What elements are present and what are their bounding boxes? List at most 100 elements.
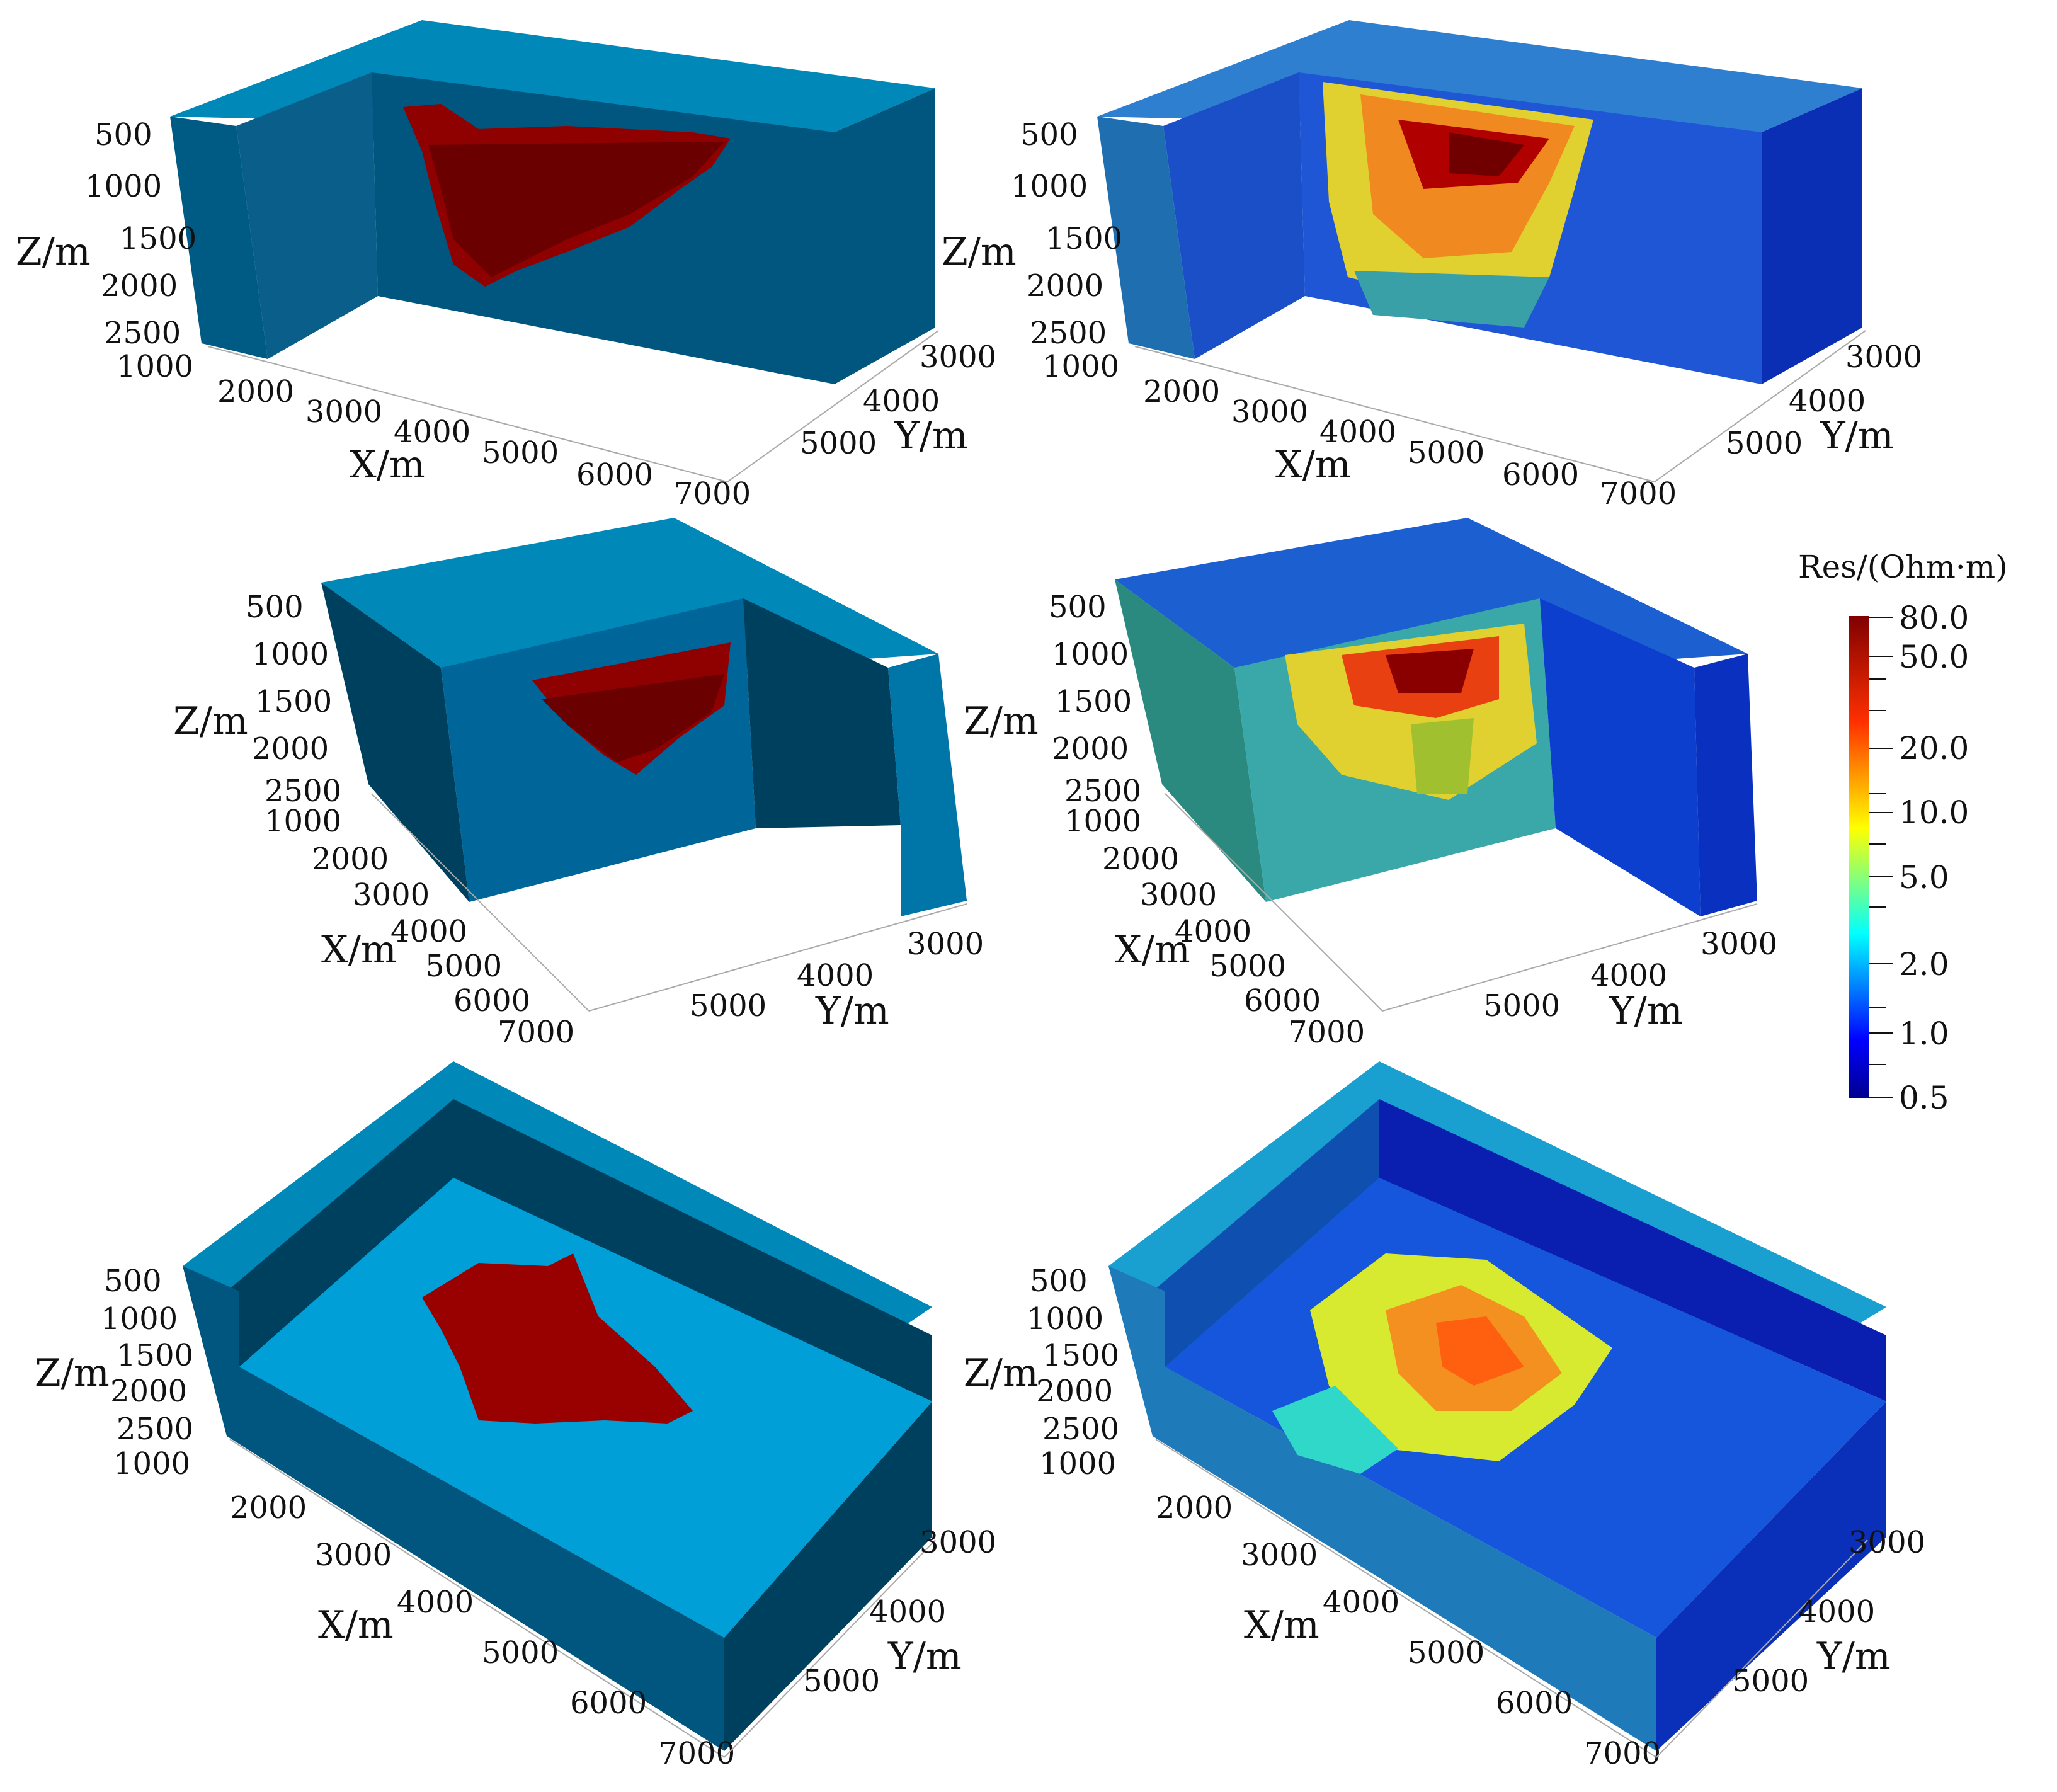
block-r3c2 <box>1108 1061 1886 1751</box>
z-axis-label: Z/m <box>964 1351 1039 1395</box>
ticks-y-r3c2: 3000 4000 5000 Y/m <box>1656 1525 1925 1758</box>
panel-r2c1: 500 1000 1500 2000 2500 Z/m 1000 2000 30… <box>173 518 984 1050</box>
x-axis-label: X/m <box>321 928 397 972</box>
z-tick: 500 <box>1020 117 1078 152</box>
z-tick: 2500 <box>265 773 341 809</box>
panel-r3c2: 500 1000 1500 2000 2500 Z/m 1000 2000 30… <box>964 1061 1925 1771</box>
x-tick: 4000 <box>394 414 470 450</box>
z-tick: 1000 <box>1027 1301 1103 1337</box>
z-tick: 1000 <box>1011 169 1088 204</box>
y-tick: 3000 <box>907 927 984 962</box>
y-tick: 5000 <box>1483 988 1560 1024</box>
z-tick: 2000 <box>252 731 329 767</box>
z-tick: 2000 <box>1027 268 1103 304</box>
y-tick: 5000 <box>1726 426 1803 461</box>
z-tick: 1500 <box>1046 221 1122 256</box>
x-tick: 4000 <box>1319 414 1396 450</box>
z-tick: 2500 <box>1030 316 1107 351</box>
x-axis-label: X/m <box>1244 1603 1319 1647</box>
y-tick: 5000 <box>803 1664 880 1699</box>
x-tick: 3000 <box>305 394 382 430</box>
panel-r1c1: 500 1000 1500 2000 2500 Z/m 1000 2000 30… <box>16 20 996 511</box>
z-tick: 1500 <box>120 221 197 256</box>
x-axis-label: X/m <box>1115 928 1190 972</box>
z-tick: 1000 <box>252 637 329 672</box>
x-tick: 7000 <box>658 1736 735 1771</box>
y-tick: 3000 <box>1849 1525 1925 1560</box>
panel-r1c2: 500 1000 1500 2000 2500 Z/m 1000 2000 30… <box>942 20 1922 511</box>
x-tick: 2000 <box>230 1490 307 1526</box>
colorbar-tick: 2.0 <box>1899 946 1949 983</box>
z-tick: 500 <box>1030 1264 1088 1299</box>
anomaly-r3c1 <box>422 1253 693 1424</box>
y-tick: 4000 <box>1798 1594 1875 1629</box>
z-tick: 1500 <box>1042 1338 1119 1373</box>
z-tick: 1000 <box>101 1301 178 1337</box>
ticks-y-r2c1: 3000 4000 5000 Y/m <box>588 903 984 1033</box>
z-tick: 2000 <box>1036 1374 1113 1409</box>
z-tick: 500 <box>246 590 304 625</box>
x-tick: 2000 <box>1102 842 1179 877</box>
y-axis-label: Y/m <box>815 989 889 1033</box>
y-axis-label: Y/m <box>894 414 968 458</box>
z-tick: 2000 <box>101 268 178 304</box>
z-tick: 500 <box>104 1264 162 1299</box>
y-axis-label: Y/m <box>1816 1635 1891 1679</box>
x-tick: 2000 <box>1156 1490 1233 1526</box>
x-tick: 4000 <box>1323 1585 1399 1620</box>
colorbar-tick: 0.5 <box>1899 1080 1949 1116</box>
x-tick: 6000 <box>1502 457 1579 493</box>
x-tick: 6000 <box>1496 1686 1573 1721</box>
x-tick: 5000 <box>482 435 559 471</box>
x-tick: 5000 <box>1209 949 1286 984</box>
x-tick: 1000 <box>113 1446 190 1481</box>
x-tick: 6000 <box>453 983 530 1019</box>
x-tick: 7000 <box>1584 1736 1661 1771</box>
block-r2c2 <box>1115 518 1757 916</box>
colorbar-tick: 5.0 <box>1899 859 1949 896</box>
y-axis-label: Y/m <box>1609 989 1683 1033</box>
panel-r2c2: 500 1000 1500 2000 2500 Z/m 1000 2000 30… <box>964 518 1777 1050</box>
colorbar-tick: 1.0 <box>1899 1015 1949 1052</box>
x-tick: 4000 <box>397 1585 474 1620</box>
colorbar: Res/(Ohm·m) 80.0 50.0 20.0 10.0 5.0 2.0 … <box>1798 549 2008 1116</box>
y-tick: 4000 <box>863 384 940 419</box>
x-tick: 5000 <box>425 949 502 984</box>
y-tick: 4000 <box>869 1594 946 1629</box>
x-tick: 5000 <box>1408 435 1484 471</box>
x-tick: 3000 <box>1140 877 1217 913</box>
colorbar-tick: 10.0 <box>1899 794 1969 831</box>
ticks-z-r1c2: 500 1000 1500 2000 2500 Z/m <box>942 117 1122 351</box>
x-axis-label: X/m <box>1275 443 1351 487</box>
z-tick: 1500 <box>117 1338 193 1373</box>
ticks-y-r2c2: 3000 4000 5000 Y/m <box>1382 903 1777 1033</box>
x-tick: 3000 <box>353 877 430 913</box>
y-axis-label: Y/m <box>887 1635 962 1679</box>
z-axis-label: Z/m <box>35 1351 110 1395</box>
x-tick: 7000 <box>498 1015 574 1050</box>
z-axis-label: Z/m <box>942 230 1017 274</box>
y-tick: 4000 <box>1789 384 1866 419</box>
x-tick: 3000 <box>1231 394 1308 430</box>
z-tick: 2500 <box>1042 1412 1119 1447</box>
ticks-y-r1c2: 3000 4000 5000 Y/m <box>1654 330 1922 482</box>
x-axis-label: X/m <box>350 443 425 487</box>
x-tick: 6000 <box>576 457 653 493</box>
z-tick: 2000 <box>110 1374 187 1409</box>
ticks-z-r2c1: 500 1000 1500 2000 2500 Z/m <box>173 590 341 809</box>
x-tick: 2000 <box>312 842 389 877</box>
z-axis-label: Z/m <box>16 230 91 274</box>
x-tick: 3000 <box>315 1538 392 1573</box>
block-r1c1 <box>170 20 935 384</box>
y-tick: 5000 <box>1732 1664 1809 1699</box>
x-tick: 1000 <box>1039 1446 1116 1481</box>
z-tick: 2500 <box>117 1412 193 1447</box>
z-tick: 500 <box>1049 590 1107 625</box>
x-tick: 7000 <box>674 476 751 511</box>
z-tick: 1500 <box>255 684 332 719</box>
z-tick: 2500 <box>104 316 181 351</box>
ticks-x-r2c1: 1000 2000 3000 4000 5000 6000 7000 X/m <box>265 793 590 1050</box>
ticks-z-r3c1: 500 1000 1500 2000 2500 Z/m <box>35 1264 193 1447</box>
y-tick: 4000 <box>797 958 874 993</box>
